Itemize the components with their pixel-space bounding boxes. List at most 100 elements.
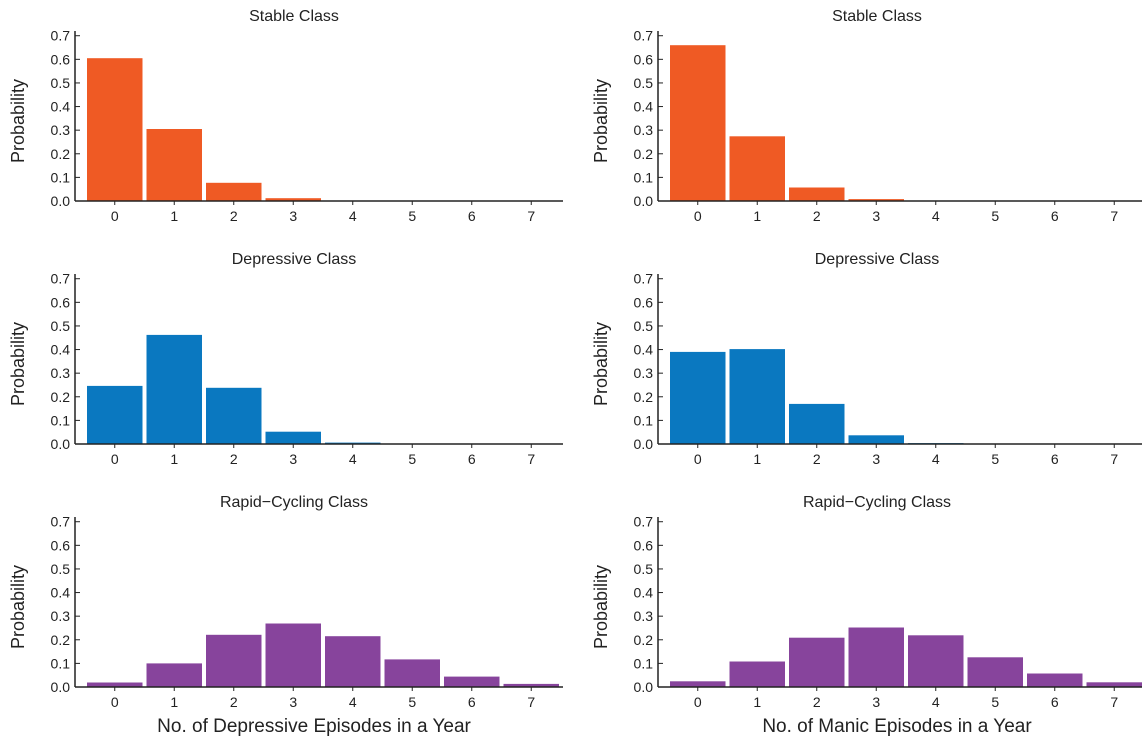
x-tick-label: 5	[991, 208, 999, 224]
y-tick-label: 0.2	[51, 632, 71, 648]
x-tick-label: 4	[349, 451, 357, 467]
y-tick-label: 0.4	[634, 99, 654, 115]
x-tick-label: 4	[932, 694, 940, 710]
x-tick-label: 1	[170, 208, 178, 224]
chart-title: Rapid−Cycling Class	[803, 494, 951, 511]
bar-0	[670, 681, 726, 687]
y-tick-label: 0.0	[634, 193, 654, 209]
y-tick-label: 0.1	[51, 412, 71, 428]
bar-2	[789, 637, 845, 687]
bar-3	[848, 627, 904, 687]
y-tick-label: 0.3	[51, 122, 71, 138]
y-tick-label: 0.6	[51, 294, 71, 310]
y-tick-label: 0.3	[634, 365, 654, 381]
x-tick-label: 7	[1110, 451, 1118, 467]
y-tick-label: 0.0	[634, 436, 654, 452]
x-tick-label: 7	[527, 694, 535, 710]
bar-7	[1086, 682, 1142, 687]
y-tick-label: 0.5	[634, 75, 654, 91]
y-tick-label: 0.1	[51, 169, 71, 185]
x-tick-label: 7	[527, 451, 535, 467]
y-tick-label: 0.5	[51, 75, 71, 91]
x-tick-label: 0	[694, 694, 702, 710]
y-tick-label: 0.2	[51, 146, 71, 162]
x-tick-label: 4	[349, 208, 357, 224]
bar-2	[789, 187, 845, 201]
bar-3	[848, 199, 904, 201]
bar-3	[265, 623, 321, 687]
x-tick-label: 1	[753, 208, 761, 224]
bar-1	[729, 349, 785, 444]
bar-1	[146, 129, 202, 201]
y-tick-label: 0.5	[51, 561, 71, 577]
x-tick-label: 6	[1051, 451, 1059, 467]
bar-0	[87, 682, 143, 687]
bar-4	[908, 635, 964, 687]
x-axis-label: No. of Depressive Episodes in a Year	[157, 716, 471, 737]
x-tick-label: 6	[468, 208, 476, 224]
y-tick-label: 0.3	[51, 365, 71, 381]
bar-3	[265, 198, 321, 201]
bar-0	[670, 351, 726, 444]
y-tick-label: 0.2	[634, 389, 654, 405]
x-tick-label: 4	[349, 694, 357, 710]
x-tick-label: 4	[932, 451, 940, 467]
y-tick-label: 0.3	[634, 122, 654, 138]
bar-4	[325, 636, 381, 687]
y-tick-label: 0.6	[634, 294, 654, 310]
x-tick-label: 0	[111, 451, 119, 467]
y-tick-label: 0.7	[51, 271, 71, 287]
y-tick-label: 0.3	[51, 608, 71, 624]
y-tick-label: 0.4	[51, 99, 71, 115]
y-tick-label: 0.6	[634, 537, 654, 553]
y-tick-label: 0.0	[51, 436, 71, 452]
x-axis-label: No. of Manic Episodes in a Year	[762, 716, 1032, 737]
y-tick-label: 0.0	[634, 679, 654, 695]
x-tick-label: 1	[753, 694, 761, 710]
y-tick-label: 0.7	[51, 514, 71, 530]
x-tick-label: 2	[230, 451, 238, 467]
x-tick-label: 5	[408, 451, 416, 467]
bar-6	[444, 676, 500, 687]
y-tick-label: 0.0	[51, 193, 71, 209]
x-tick-label: 0	[111, 694, 119, 710]
x-tick-label: 0	[111, 208, 119, 224]
y-tick-label: 0.7	[51, 28, 71, 44]
bar-0	[87, 58, 143, 202]
chart-title: Rapid−Cycling Class	[220, 494, 368, 511]
y-tick-label: 0.1	[634, 412, 654, 428]
y-axis-label: Probability	[8, 79, 28, 163]
y-tick-label: 0.1	[51, 655, 71, 671]
y-tick-label: 0.4	[634, 585, 654, 601]
bar-5	[384, 659, 440, 687]
y-tick-label: 0.5	[51, 318, 71, 334]
x-tick-label: 5	[991, 694, 999, 710]
y-tick-label: 0.6	[51, 51, 71, 67]
bar-1	[729, 136, 785, 201]
x-tick-label: 4	[932, 208, 940, 224]
x-tick-label: 1	[753, 451, 761, 467]
y-tick-label: 0.7	[634, 28, 654, 44]
x-tick-label: 5	[408, 694, 416, 710]
bar-1	[146, 334, 202, 444]
y-tick-label: 0.1	[634, 655, 654, 671]
y-tick-label: 0.5	[634, 561, 654, 577]
x-tick-label: 0	[694, 208, 702, 224]
bar-2	[789, 403, 845, 444]
x-tick-label: 3	[289, 694, 297, 710]
bar-2	[206, 634, 262, 687]
bar-0	[87, 385, 143, 444]
x-tick-label: 6	[1051, 694, 1059, 710]
x-tick-label: 2	[230, 208, 238, 224]
y-tick-label: 0.2	[634, 146, 654, 162]
y-tick-label: 0.4	[51, 342, 71, 358]
x-tick-label: 0	[694, 451, 702, 467]
x-tick-label: 7	[1110, 694, 1118, 710]
x-tick-label: 2	[230, 694, 238, 710]
x-tick-label: 5	[991, 451, 999, 467]
bar-1	[729, 661, 785, 687]
x-tick-label: 3	[872, 694, 880, 710]
bar-2	[206, 387, 262, 444]
x-tick-label: 6	[468, 451, 476, 467]
